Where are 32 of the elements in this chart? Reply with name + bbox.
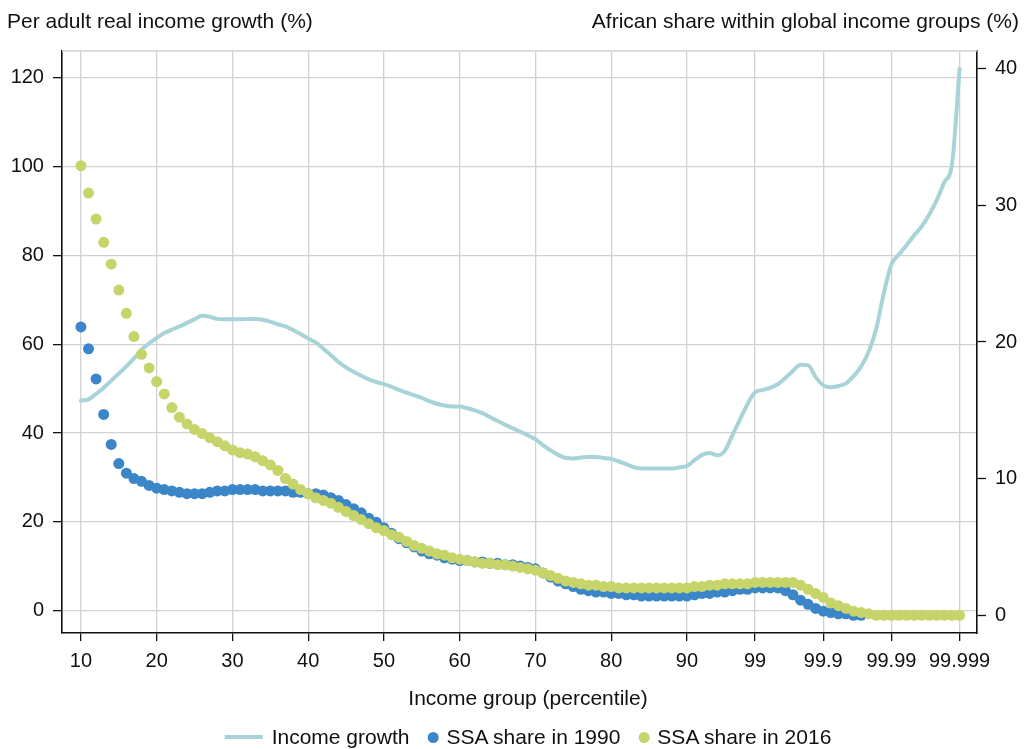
- x-tick-label: 20: [145, 648, 168, 671]
- legend-label: SSA share in 1990: [446, 725, 621, 749]
- y-tick-label: 0: [32, 598, 44, 621]
- x-tick-label: 70: [524, 648, 547, 671]
- x-tick-label: 99: [743, 648, 767, 671]
- y2-tick-label: 40: [995, 56, 1018, 79]
- x-tick-label: 99.9: [803, 648, 843, 671]
- y-tick-label: 40: [21, 420, 44, 443]
- x-tick-label: 10: [69, 648, 93, 671]
- x-tick-label: 80: [600, 648, 623, 671]
- y-tick-label: 20: [21, 509, 44, 532]
- x-tick-label: 50: [372, 648, 396, 671]
- x-tick-label: 90: [675, 648, 699, 671]
- y-tick-label: 100: [10, 154, 44, 177]
- x-tick-label: 60: [448, 648, 471, 671]
- x-tick-label: 40: [297, 648, 320, 671]
- y-axis-title: Per adult real income growth (%): [7, 9, 313, 33]
- x-tick-label: 99.999: [928, 648, 991, 671]
- line-series: [78, 66, 962, 471]
- legend-label: Income growth: [271, 725, 410, 749]
- x-axis-title: Income group (percentile): [408, 686, 648, 710]
- x-tick-label: 30: [221, 648, 244, 671]
- legend-label: SSA share in 2016: [657, 725, 832, 749]
- y2-tick-label: 0: [995, 602, 1007, 625]
- y-tick-label: 60: [21, 331, 44, 354]
- y2-axis-title: African share within global income groups (%): [591, 9, 1019, 33]
- y2-tick-label: 30: [995, 192, 1018, 215]
- y-tick-label: 120: [10, 65, 44, 88]
- y-tick-label: 80: [21, 242, 44, 265]
- y2-tick-label: 10: [995, 466, 1018, 489]
- y2-tick-label: 20: [995, 329, 1018, 352]
- x-tick-label: 99.99: [866, 648, 917, 671]
